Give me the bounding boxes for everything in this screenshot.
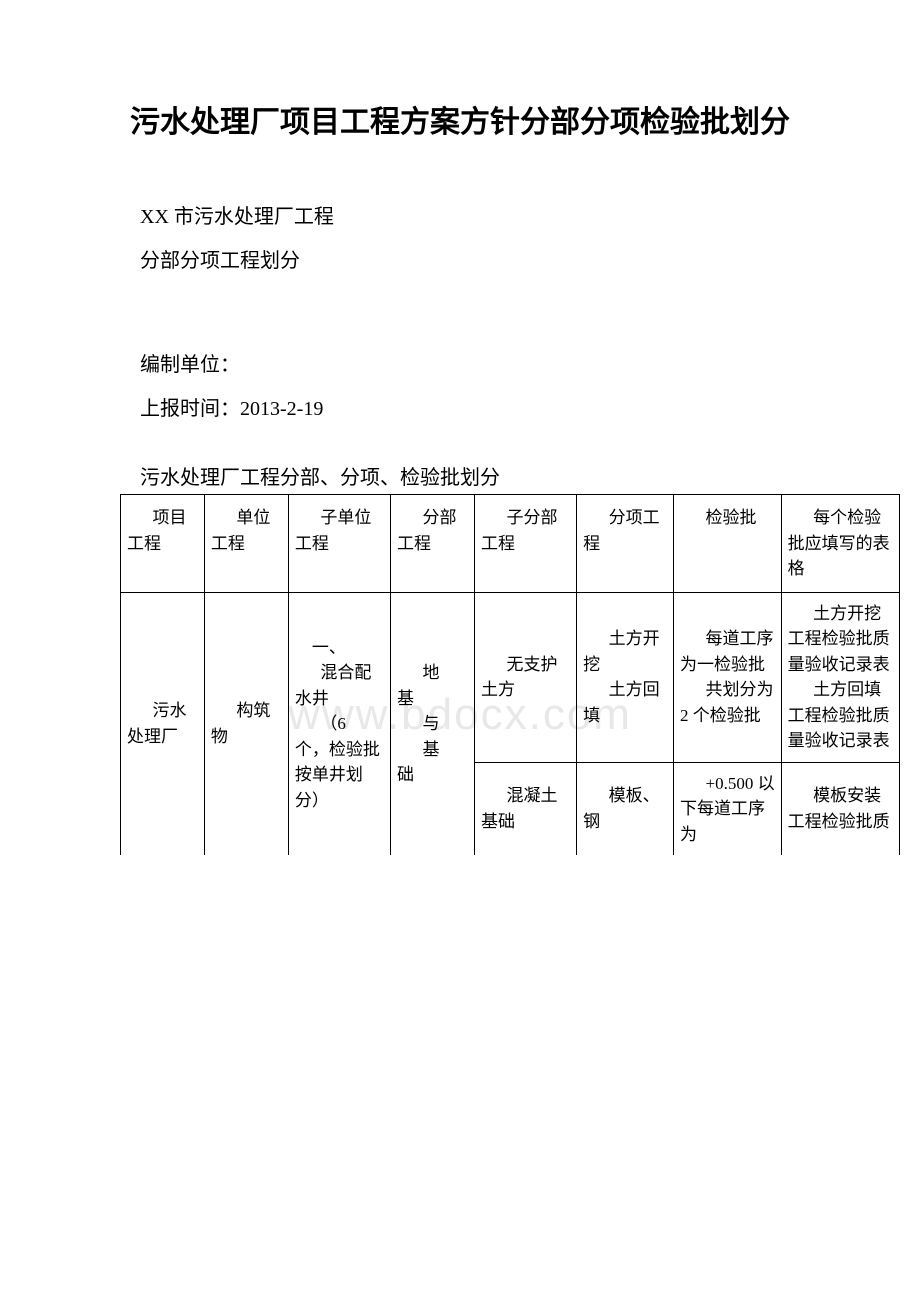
cell-forms-2: 模板安装工程检验批质 <box>781 762 899 855</box>
header-subdivision: 子分部工程 <box>474 495 576 593</box>
cell-forms-1: 土方开挖工程检验批质量验收记录表 土方回填工程检验批质量验收记录表 <box>781 592 899 762</box>
intro-line-2: 分部分项工程划分 <box>100 239 840 283</box>
cell-subdivision-2: 混凝土基础 <box>474 762 576 855</box>
table-row: 污水处理厂 构筑物 一、 混合配水井 （6 个，检验批按单井划分） 地 基 与 … <box>121 592 900 762</box>
header-subunit: 子单位工程 <box>288 495 390 593</box>
header-project: 项目工程 <box>121 495 205 593</box>
cell-item-1: 土方开挖 土方回填 <box>577 592 674 762</box>
report-date: 上报时间：2013-2-19 <box>100 387 840 431</box>
page-title: 污水处理厂项目工程方案方针分部分项检验批划分 <box>80 100 840 145</box>
header-unit: 单位工程 <box>204 495 288 593</box>
header-batch: 检验批 <box>674 495 782 593</box>
table-header-row: 项目工程 单位工程 子单位工程 分部工程 子分部工程 分项工程 检验批 每个检验… <box>121 495 900 593</box>
compiler-unit: 编制单位： <box>100 343 840 387</box>
cell-subdivision-1: 无支护土方 <box>474 592 576 762</box>
cell-division: 地 基 与 基 础 <box>391 592 475 855</box>
intro-line-1: XX 市污水处理厂工程 <box>100 195 840 239</box>
cell-batch-2: +0.500 以下每道工序为 <box>674 762 782 855</box>
header-forms: 每个检验批应填写的表格 <box>781 495 899 593</box>
division-table: 项目工程 单位工程 子单位工程 分部工程 子分部工程 分项工程 检验批 每个检验… <box>120 494 900 855</box>
header-item: 分项工程 <box>577 495 674 593</box>
cell-unit: 构筑物 <box>204 592 288 855</box>
cell-project: 污水处理厂 <box>121 592 205 855</box>
cell-batch-1: 每道工序为一检验批 共划分为2 个检验批 <box>674 592 782 762</box>
table-caption: 污水处理厂工程分部、分项、检验批划分 <box>140 461 840 490</box>
header-division: 分部工程 <box>391 495 475 593</box>
cell-item-2: 模板、钢 <box>577 762 674 855</box>
cell-subunit: 一、 混合配水井 （6 个，检验批按单井划分） <box>288 592 390 855</box>
